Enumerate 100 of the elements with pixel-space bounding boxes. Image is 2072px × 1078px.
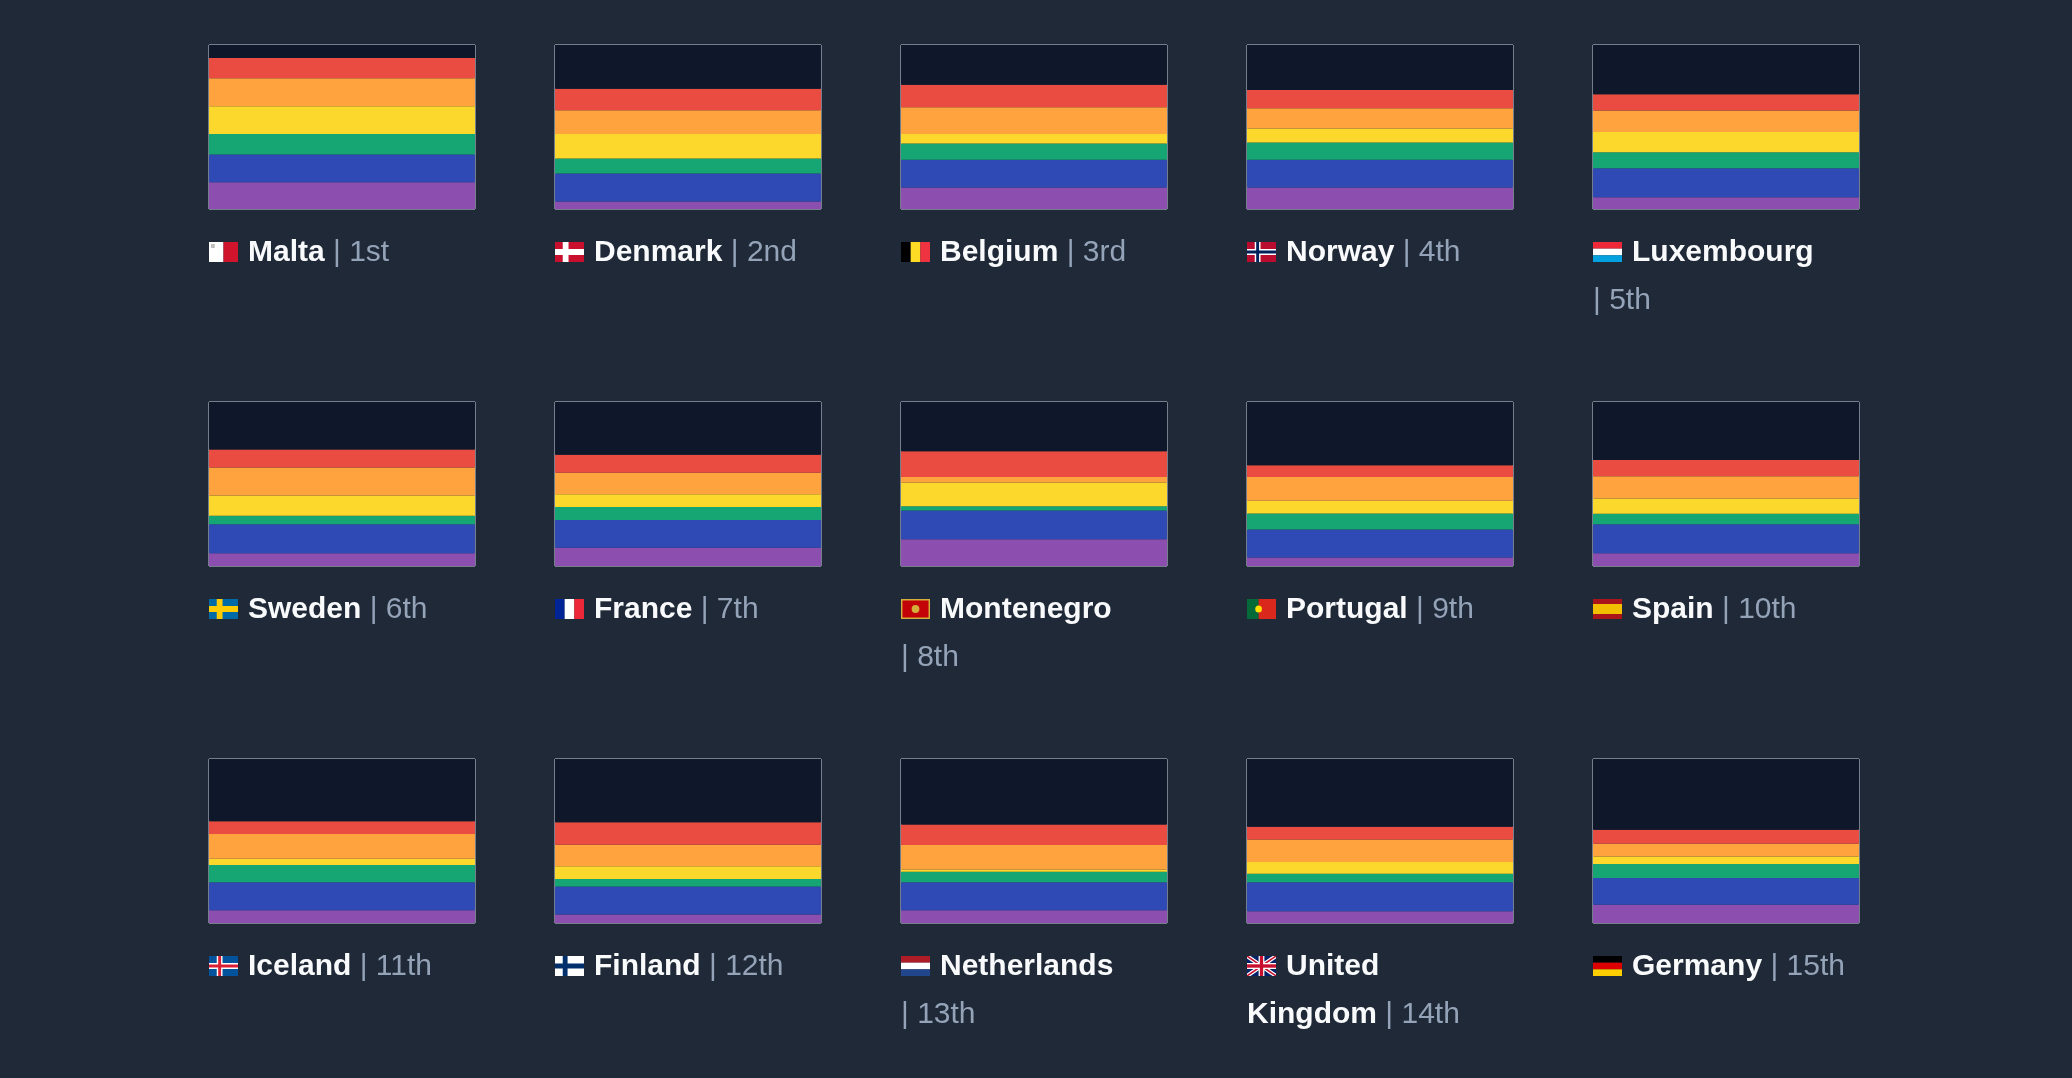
bar (209, 45, 475, 58)
text: | 1st (333, 234, 390, 267)
bar (209, 402, 475, 450)
text: Sweden (248, 591, 362, 624)
bar (1593, 94, 1859, 111)
text: | 10th (1722, 591, 1797, 624)
bar (1247, 477, 1513, 501)
bar (555, 454, 821, 473)
bar (555, 402, 821, 455)
bar (209, 858, 475, 866)
bar (901, 402, 1167, 452)
bar (209, 134, 475, 155)
text: Luxembourg (1632, 234, 1814, 267)
text: Spain (1632, 591, 1714, 624)
bar (1247, 500, 1513, 514)
bar (555, 110, 821, 134)
bar (555, 547, 821, 566)
bar (555, 158, 821, 174)
bar (555, 866, 821, 880)
bar (555, 759, 821, 823)
text: | 2nd (730, 234, 797, 267)
bar (209, 821, 475, 835)
bar (1247, 911, 1513, 923)
bar (555, 507, 821, 520)
text: | 3rd (1066, 234, 1127, 267)
text: United Kingdom (1247, 948, 1380, 1029)
bar (1593, 110, 1859, 132)
bar (901, 871, 1167, 883)
bar (1247, 557, 1513, 566)
bar (209, 865, 475, 883)
bar (209, 495, 475, 516)
bar (1593, 45, 1859, 95)
text: | 6th (369, 591, 428, 624)
bar (555, 173, 821, 202)
bar (209, 449, 475, 468)
bar (1593, 524, 1859, 554)
bar (1247, 882, 1513, 912)
bar (901, 84, 1167, 108)
bar (209, 834, 475, 859)
bar (1247, 513, 1513, 530)
text: | 4th (1402, 234, 1461, 267)
bar (555, 914, 821, 923)
text: Finland (594, 948, 701, 981)
text: Iceland (248, 948, 352, 981)
bar (1593, 759, 1859, 830)
bar (1593, 513, 1859, 525)
bar (1593, 498, 1859, 514)
bar (901, 869, 1167, 872)
text: | 8th (901, 639, 959, 672)
bar (901, 482, 1167, 507)
bar (1247, 108, 1513, 129)
bar (1247, 45, 1513, 90)
bar (901, 159, 1167, 188)
bar (555, 88, 821, 111)
bar (901, 143, 1167, 160)
bar (1247, 529, 1513, 558)
bar (555, 201, 821, 209)
text: Netherlands (940, 948, 1114, 981)
bar (901, 510, 1167, 540)
bar (1593, 904, 1859, 923)
bar (1247, 128, 1513, 143)
bar (1247, 187, 1513, 209)
bar (1247, 402, 1513, 466)
bar (555, 494, 821, 508)
bar (901, 107, 1167, 134)
bar (1247, 861, 1513, 874)
bar (209, 78, 475, 107)
bar (901, 539, 1167, 566)
bar (1247, 839, 1513, 862)
bar (555, 844, 821, 867)
bar (901, 451, 1167, 478)
text: France (594, 591, 693, 624)
bar (209, 524, 475, 554)
bar (209, 553, 475, 566)
bar (1593, 152, 1859, 169)
bar (555, 879, 821, 887)
bar (901, 45, 1167, 85)
bar (209, 182, 475, 209)
bar (1593, 197, 1859, 209)
bar (901, 759, 1167, 825)
bar (209, 515, 475, 525)
text: Denmark (594, 234, 723, 267)
text: | 14th (1385, 996, 1460, 1029)
text: | 11th (359, 948, 433, 981)
bar (1247, 142, 1513, 160)
bar (209, 467, 475, 496)
bar (901, 882, 1167, 911)
bar (209, 882, 475, 911)
bar (1593, 402, 1859, 461)
bar (1593, 829, 1859, 844)
bar (1593, 460, 1859, 477)
bar (555, 472, 821, 495)
bar (1593, 476, 1859, 499)
text: Portugal (1286, 591, 1408, 624)
bar (901, 824, 1167, 845)
bar (1593, 553, 1859, 566)
bar (901, 910, 1167, 923)
bar (555, 45, 821, 89)
bar (901, 506, 1167, 511)
bar (555, 886, 821, 915)
